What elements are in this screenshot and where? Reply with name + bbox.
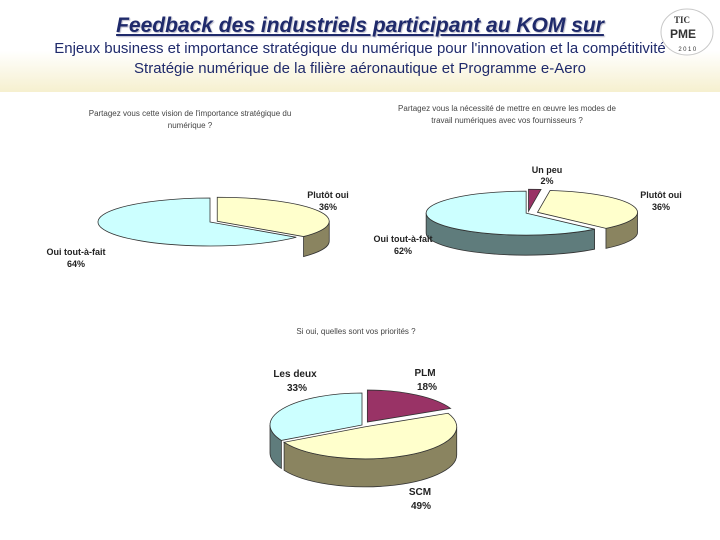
chart-3-label-plm: PLM	[414, 368, 435, 379]
chart-2-label-un-peu: Un peu	[532, 165, 563, 175]
chart-3-pct-plm: 18%	[417, 382, 437, 393]
chart-2-label-plutot-oui: Plutôt oui	[640, 190, 682, 200]
chart-2-slice-2	[425, 190, 595, 236]
chart-3: Si oui, quelles sont vos priorités ? PLM…	[269, 327, 458, 512]
page-title: Feedback des industriels participant au …	[116, 14, 604, 37]
chart-3-pct-les-deux: 33%	[287, 383, 307, 394]
chart-1-title-line2: numérique ?	[168, 121, 213, 130]
chart-2-title-line2: travail numériques avec vos fournisseurs…	[431, 116, 583, 125]
chart-3-pct-scm: 49%	[411, 501, 431, 512]
chart-2-pie	[425, 188, 638, 256]
chart-2: Partagez vous la nécessité de mettre en …	[374, 104, 682, 256]
chart-1-label-plutot-oui: Plutôt oui	[307, 190, 349, 200]
chart-3-pie	[269, 389, 458, 488]
chart-2-title-line1: Partagez vous la nécessité de mettre en …	[398, 104, 616, 113]
chart-2-pct-oui-tout-a-fait: 62%	[394, 246, 412, 256]
logo-line2: PME	[670, 27, 696, 41]
page-subtitle-line1: Enjeux business et importance stratégiqu…	[54, 40, 666, 57]
chart-3-title: Si oui, quelles sont vos priorités ?	[296, 327, 416, 336]
logo-line3: 2010	[678, 47, 697, 53]
chart-1-pie	[97, 196, 330, 258]
chart-1-pct-plutot-oui: 36%	[319, 202, 337, 212]
chart-3-label-les-deux: Les deux	[273, 369, 317, 380]
chart-1: Partagez vous cette vision de l'importan…	[47, 109, 349, 269]
chart-3-slice-2	[269, 392, 363, 441]
chart-2-slice-0	[528, 188, 542, 213]
chart-2-pct-plutot-oui: 36%	[652, 202, 670, 212]
chart-2-slice-1	[536, 190, 638, 229]
chart-3-slice-1	[283, 412, 458, 460]
logo-line1: TIC	[674, 15, 690, 25]
tic-pme-logo: TIC PME 2010	[660, 8, 714, 56]
chart-3-label-scm: SCM	[409, 487, 431, 498]
chart-1-slice-0	[97, 197, 297, 247]
chart-1-slice-1	[216, 196, 330, 237]
chart-1-title-line1: Partagez vous cette vision de l'importan…	[89, 109, 292, 118]
chart-1-pct-oui-tout-a-fait: 64%	[67, 259, 85, 269]
chart-1-label-oui-tout-a-fait: Oui tout-à-fait	[47, 247, 106, 257]
chart-3-slice-0	[366, 389, 452, 423]
chart-2-label-oui-tout-a-fait: Oui tout-à-fait	[374, 234, 433, 244]
header-band	[0, 0, 720, 92]
chart-2-pct-un-peu: 2%	[540, 176, 553, 186]
page-subtitle-line2: Stratégie numérique de la filière aérona…	[134, 60, 586, 77]
